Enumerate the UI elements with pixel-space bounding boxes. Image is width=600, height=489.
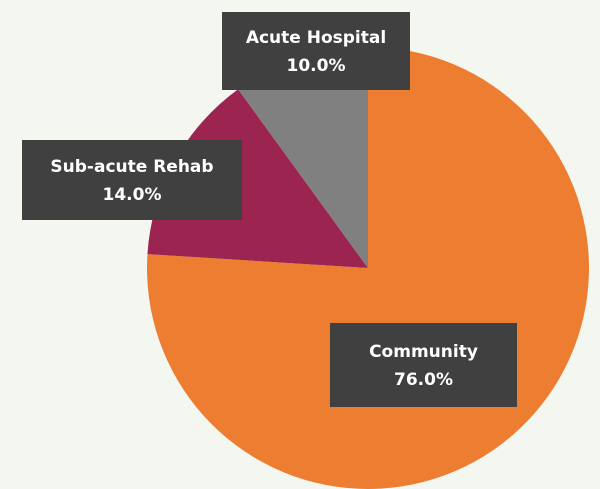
value-label: 10.0% <box>287 56 346 76</box>
label-box <box>22 140 242 220</box>
value-label: 14.0% <box>103 185 162 205</box>
slice-label: Sub-acute Rehab <box>50 157 213 177</box>
slice-label: Acute Hospital <box>246 28 386 48</box>
pie-slice <box>147 89 368 268</box>
pie-slice <box>238 47 368 268</box>
label-box <box>330 323 517 407</box>
value-label: 76.0% <box>394 370 453 390</box>
slice-label: Community <box>369 342 478 362</box>
label-box <box>222 12 410 90</box>
